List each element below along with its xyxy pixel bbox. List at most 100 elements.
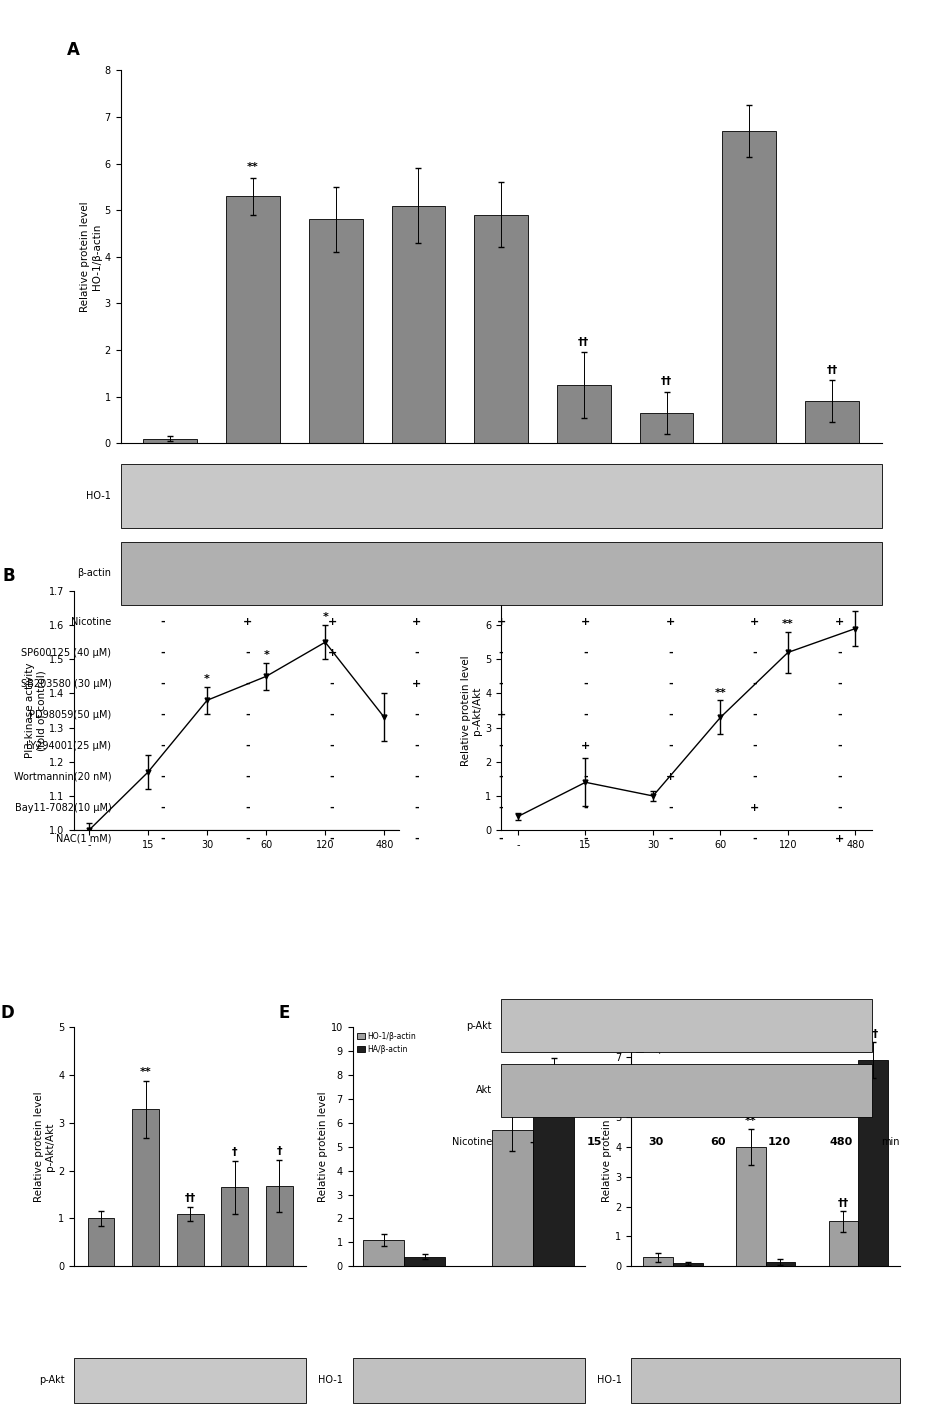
Bar: [309, 219, 362, 443]
Text: -: -: [245, 678, 249, 689]
Text: -: -: [836, 802, 841, 813]
Text: **: **: [744, 1116, 756, 1126]
Text: NAC(1 mM): NAC(1 mM): [56, 833, 111, 844]
Bar: [672, 1263, 702, 1266]
Text: +: +: [412, 678, 421, 689]
Text: +: +: [665, 616, 674, 628]
Text: +: +: [833, 833, 843, 844]
Text: +: +: [749, 616, 758, 628]
Text: -: -: [583, 678, 588, 689]
Text: 60: 60: [709, 1137, 725, 1148]
Text: +: +: [580, 616, 590, 628]
Text: -: -: [245, 833, 249, 844]
Bar: [362, 1240, 404, 1266]
Bar: [222, 1188, 248, 1266]
Text: +: +: [665, 771, 674, 782]
Bar: [491, 1130, 532, 1266]
Text: ††: ††: [837, 1197, 848, 1209]
Text: -: -: [329, 740, 334, 751]
Text: p-Akt: p-Akt: [39, 1375, 65, 1386]
Text: LY294001(25 μM): LY294001(25 μM): [26, 740, 111, 751]
Text: *: *: [263, 650, 269, 660]
Text: Nicotine: Nicotine: [451, 1137, 491, 1148]
Bar: [556, 386, 610, 443]
Text: Wortmannin(20 nM): Wortmannin(20 nM): [14, 771, 111, 782]
Bar: [805, 401, 857, 443]
Text: -: -: [413, 740, 418, 751]
Bar: [404, 1256, 445, 1266]
Text: +: +: [327, 647, 337, 658]
Text: -: -: [160, 616, 165, 628]
Text: -: -: [329, 709, 334, 720]
Text: **: **: [247, 162, 259, 172]
Y-axis label: Relative protein level: Relative protein level: [318, 1092, 327, 1202]
Text: +: +: [749, 802, 758, 813]
Text: HO-1: HO-1: [86, 491, 111, 501]
Text: -: -: [752, 740, 756, 751]
Text: -: -: [583, 647, 588, 658]
Text: ††: ††: [578, 336, 589, 346]
Text: **: **: [140, 1067, 151, 1076]
Text: -: -: [667, 678, 672, 689]
Bar: [144, 439, 197, 443]
Text: +: +: [412, 616, 421, 628]
Text: -: -: [160, 833, 165, 844]
Text: -: -: [413, 802, 418, 813]
Text: -: -: [667, 647, 672, 658]
Text: F: F: [564, 1003, 575, 1021]
Text: -: -: [160, 647, 165, 658]
Text: +: +: [833, 616, 843, 628]
Bar: [642, 1258, 672, 1266]
Text: -: -: [667, 802, 672, 813]
Text: -: -: [160, 709, 165, 720]
Text: **: **: [714, 688, 726, 698]
Text: -: -: [413, 709, 418, 720]
Bar: [765, 1262, 794, 1266]
Text: -: -: [413, 647, 418, 658]
Y-axis label: Relative protein level: Relative protein level: [602, 1092, 612, 1202]
Text: ††: ††: [184, 1193, 196, 1203]
Text: +: +: [496, 709, 505, 720]
Text: ††: ††: [660, 376, 671, 387]
Text: **: **: [506, 1096, 517, 1106]
Text: -: -: [667, 709, 672, 720]
Text: 30: 30: [647, 1137, 663, 1148]
Text: +: +: [243, 616, 252, 628]
Text: †: †: [232, 1147, 237, 1157]
Text: Bay11-7082(10 μM): Bay11-7082(10 μM): [15, 802, 111, 813]
Text: -: -: [583, 709, 588, 720]
Bar: [266, 1186, 293, 1266]
Bar: [639, 412, 692, 443]
Bar: [721, 131, 775, 443]
Y-axis label: Relative protein level
HO-1/β-actin: Relative protein level HO-1/β-actin: [81, 201, 102, 312]
Bar: [87, 1218, 114, 1266]
Text: 480: 480: [829, 1137, 852, 1148]
Text: -: -: [752, 771, 756, 782]
Text: -: -: [329, 771, 334, 782]
Text: -: -: [529, 1137, 534, 1148]
Text: -: -: [583, 802, 588, 813]
Text: SP600125 (40 μM): SP600125 (40 μM): [21, 647, 111, 658]
Text: -: -: [160, 678, 165, 689]
Text: -: -: [245, 647, 249, 658]
Text: +: +: [327, 616, 337, 628]
Text: E: E: [278, 1003, 289, 1021]
Text: ††: ††: [825, 364, 837, 374]
Text: -: -: [836, 740, 841, 751]
Text: HO-1: HO-1: [596, 1375, 621, 1386]
Bar: [133, 1109, 159, 1266]
Text: HO-1: HO-1: [318, 1375, 343, 1386]
Text: -: -: [499, 833, 502, 844]
Text: -: -: [836, 709, 841, 720]
Text: C: C: [408, 567, 420, 585]
Bar: [226, 196, 280, 443]
Text: ††: ††: [867, 1029, 878, 1038]
Text: -: -: [499, 771, 502, 782]
Text: -: -: [836, 771, 841, 782]
Text: -: -: [583, 771, 588, 782]
Text: -: -: [245, 802, 249, 813]
Text: p-Akt: p-Akt: [465, 1020, 491, 1031]
Text: Nicotine: Nicotine: [71, 616, 111, 628]
Text: -: -: [752, 833, 756, 844]
Text: **: **: [547, 1045, 559, 1055]
